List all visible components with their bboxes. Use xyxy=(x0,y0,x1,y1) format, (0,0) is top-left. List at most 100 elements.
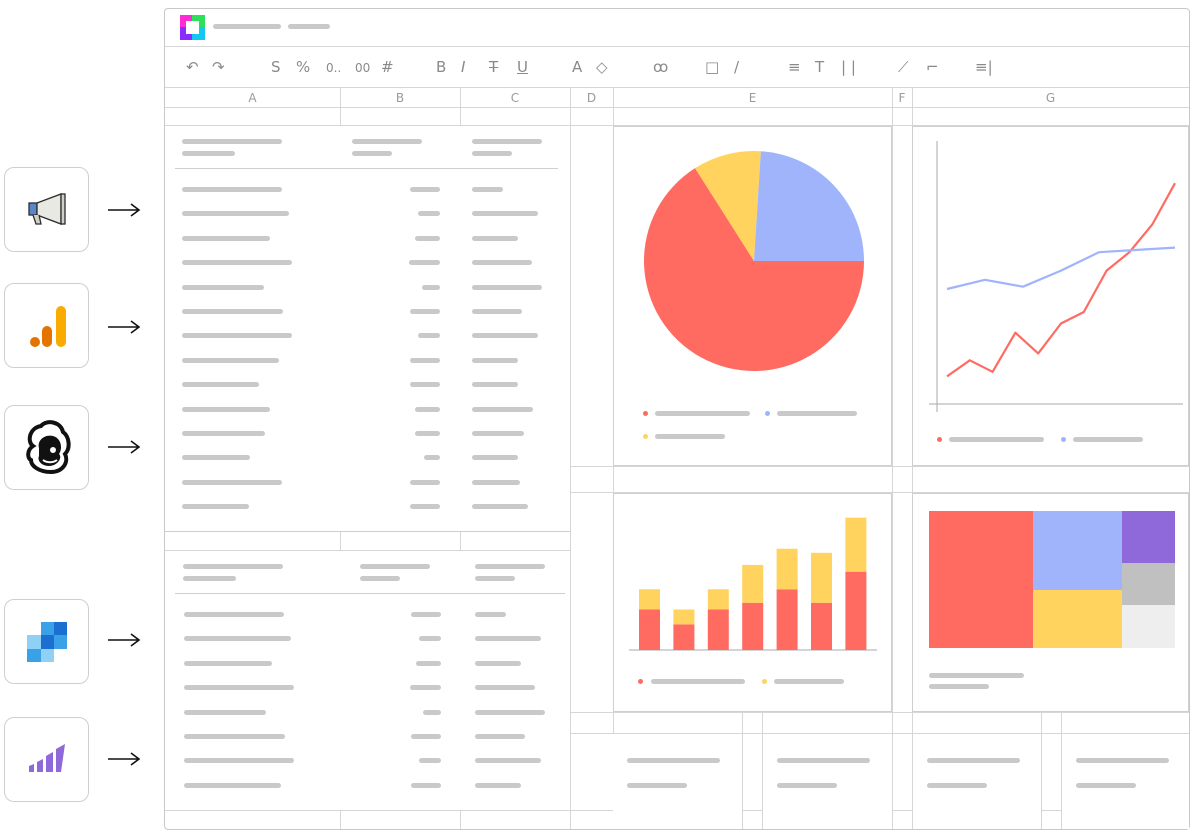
bar-segment[interactable] xyxy=(742,602,764,650)
table-row[interactable] xyxy=(165,504,565,510)
align-top-button[interactable]: T xyxy=(815,58,825,76)
italic-button[interactable]: I xyxy=(461,58,466,76)
table-header-cell xyxy=(183,576,236,581)
table-row[interactable] xyxy=(165,660,565,667)
data-table-2[interactable] xyxy=(165,551,570,810)
treemap-cell[interactable] xyxy=(1033,511,1122,590)
columns-button[interactable]: | | xyxy=(841,58,856,76)
bar-segment[interactable] xyxy=(776,589,798,650)
table-row[interactable] xyxy=(165,709,565,716)
kpi-card[interactable] xyxy=(763,734,892,829)
strikethrough-button[interactable]: T xyxy=(489,58,499,76)
table-row[interactable] xyxy=(165,333,565,339)
underline-button[interactable]: U xyxy=(517,58,528,76)
bar-segment[interactable] xyxy=(811,602,832,650)
redo-button[interactable]: ↷ xyxy=(212,58,225,76)
pie-slice[interactable] xyxy=(695,151,761,261)
link-button[interactable]: ꝏ xyxy=(653,58,669,76)
column-header-f[interactable]: F xyxy=(898,91,906,105)
bar-segment[interactable] xyxy=(639,589,660,610)
table-row[interactable] xyxy=(165,612,565,618)
treemap-cell[interactable] xyxy=(1122,511,1175,563)
kpi-card[interactable] xyxy=(1062,734,1189,829)
fill-color-button[interactable]: ◇ xyxy=(596,58,608,76)
bar-segment[interactable] xyxy=(776,548,798,590)
line-button[interactable]: / xyxy=(734,58,740,76)
legend-dot xyxy=(643,411,648,416)
integration-tile-cube[interactable] xyxy=(4,599,89,684)
bar-segment[interactable] xyxy=(845,517,867,572)
table-row[interactable] xyxy=(165,782,565,789)
table-row[interactable] xyxy=(165,479,565,486)
percent-button[interactable]: % xyxy=(296,58,311,76)
line-chart xyxy=(929,141,1183,412)
table-row[interactable] xyxy=(165,284,565,291)
bar-segment[interactable] xyxy=(845,571,867,650)
kpi-card[interactable] xyxy=(913,734,1041,829)
table-row[interactable] xyxy=(165,235,565,242)
bold-button[interactable]: B xyxy=(436,58,447,76)
text-color-button[interactable]: A xyxy=(572,58,583,76)
integration-tile-megaphone[interactable] xyxy=(4,167,89,252)
insert-chart-button[interactable]: ⟋ xyxy=(898,58,909,76)
table-row[interactable] xyxy=(165,260,565,266)
series-line[interactable] xyxy=(946,246,1176,291)
column-header-b[interactable]: B xyxy=(395,91,405,105)
decimals-more-button[interactable]: 00 xyxy=(355,61,371,75)
table-header-cell xyxy=(182,139,282,144)
pie-slice[interactable] xyxy=(754,151,864,261)
bar-segment[interactable] xyxy=(673,624,695,650)
treemap-cell[interactable] xyxy=(1122,563,1175,605)
data-table-1[interactable] xyxy=(165,126,570,532)
table-row[interactable] xyxy=(165,685,565,691)
bar-chart-panel[interactable] xyxy=(613,493,892,712)
bar-segment[interactable] xyxy=(639,609,660,651)
treemap-cell[interactable] xyxy=(1122,605,1175,648)
list-button[interactable]: ≡| xyxy=(975,58,993,76)
table-row[interactable] xyxy=(165,187,565,193)
treemap-cell[interactable] xyxy=(1033,590,1122,648)
arrow-icon xyxy=(108,440,141,454)
bar-segment[interactable] xyxy=(707,609,729,651)
table-row[interactable] xyxy=(165,636,565,642)
table-row[interactable] xyxy=(165,382,565,388)
table-row[interactable] xyxy=(165,758,565,764)
treemap-panel[interactable] xyxy=(912,493,1189,712)
mailchimp-icon xyxy=(26,420,71,475)
currency-button[interactable]: S xyxy=(271,58,281,76)
border-button[interactable]: □ xyxy=(705,58,720,76)
line-chart-panel[interactable] xyxy=(912,126,1189,466)
table-row[interactable] xyxy=(165,431,565,437)
table-header-cell xyxy=(472,151,512,156)
column-header-e[interactable]: E xyxy=(748,91,757,105)
column-header-a[interactable]: A xyxy=(248,91,257,105)
treemap-cell[interactable] xyxy=(929,511,1033,648)
table-row[interactable] xyxy=(165,455,565,461)
number-format-button[interactable]: # xyxy=(381,58,394,76)
column-header-d[interactable]: D xyxy=(586,91,597,105)
table-row[interactable] xyxy=(165,734,565,740)
table-row[interactable] xyxy=(165,211,565,217)
align-left-button[interactable]: ≡ xyxy=(788,58,801,76)
bar-segment[interactable] xyxy=(811,552,832,603)
undo-button[interactable]: ↶ xyxy=(186,58,199,76)
integration-tile-bars[interactable] xyxy=(4,717,89,802)
bar-segment[interactable] xyxy=(707,589,729,610)
column-header-g[interactable]: G xyxy=(1045,91,1056,105)
integration-tile-mailchimp[interactable] xyxy=(4,405,89,490)
column-header-c[interactable]: C xyxy=(510,91,520,105)
app-logo-icon xyxy=(180,15,205,40)
series-line[interactable] xyxy=(946,182,1176,378)
pie-chart-panel[interactable] xyxy=(613,126,892,466)
table-row[interactable] xyxy=(165,406,565,413)
bar-segment[interactable] xyxy=(742,564,764,603)
corner-button[interactable]: ⌐ xyxy=(926,58,939,76)
decimals-button[interactable]: 0.. xyxy=(326,61,342,75)
integration-tile-google-analytics[interactable] xyxy=(4,283,89,368)
table-row[interactable] xyxy=(165,309,565,315)
bar-segment[interactable] xyxy=(673,609,695,625)
kpi-card[interactable] xyxy=(613,734,742,829)
table-row[interactable] xyxy=(165,357,565,364)
pie-slice[interactable] xyxy=(644,168,864,371)
legend-dot xyxy=(1061,437,1066,442)
